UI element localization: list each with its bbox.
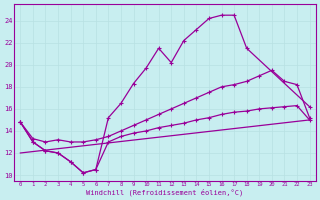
X-axis label: Windchill (Refroidissement éolien,°C): Windchill (Refroidissement éolien,°C): [86, 188, 244, 196]
